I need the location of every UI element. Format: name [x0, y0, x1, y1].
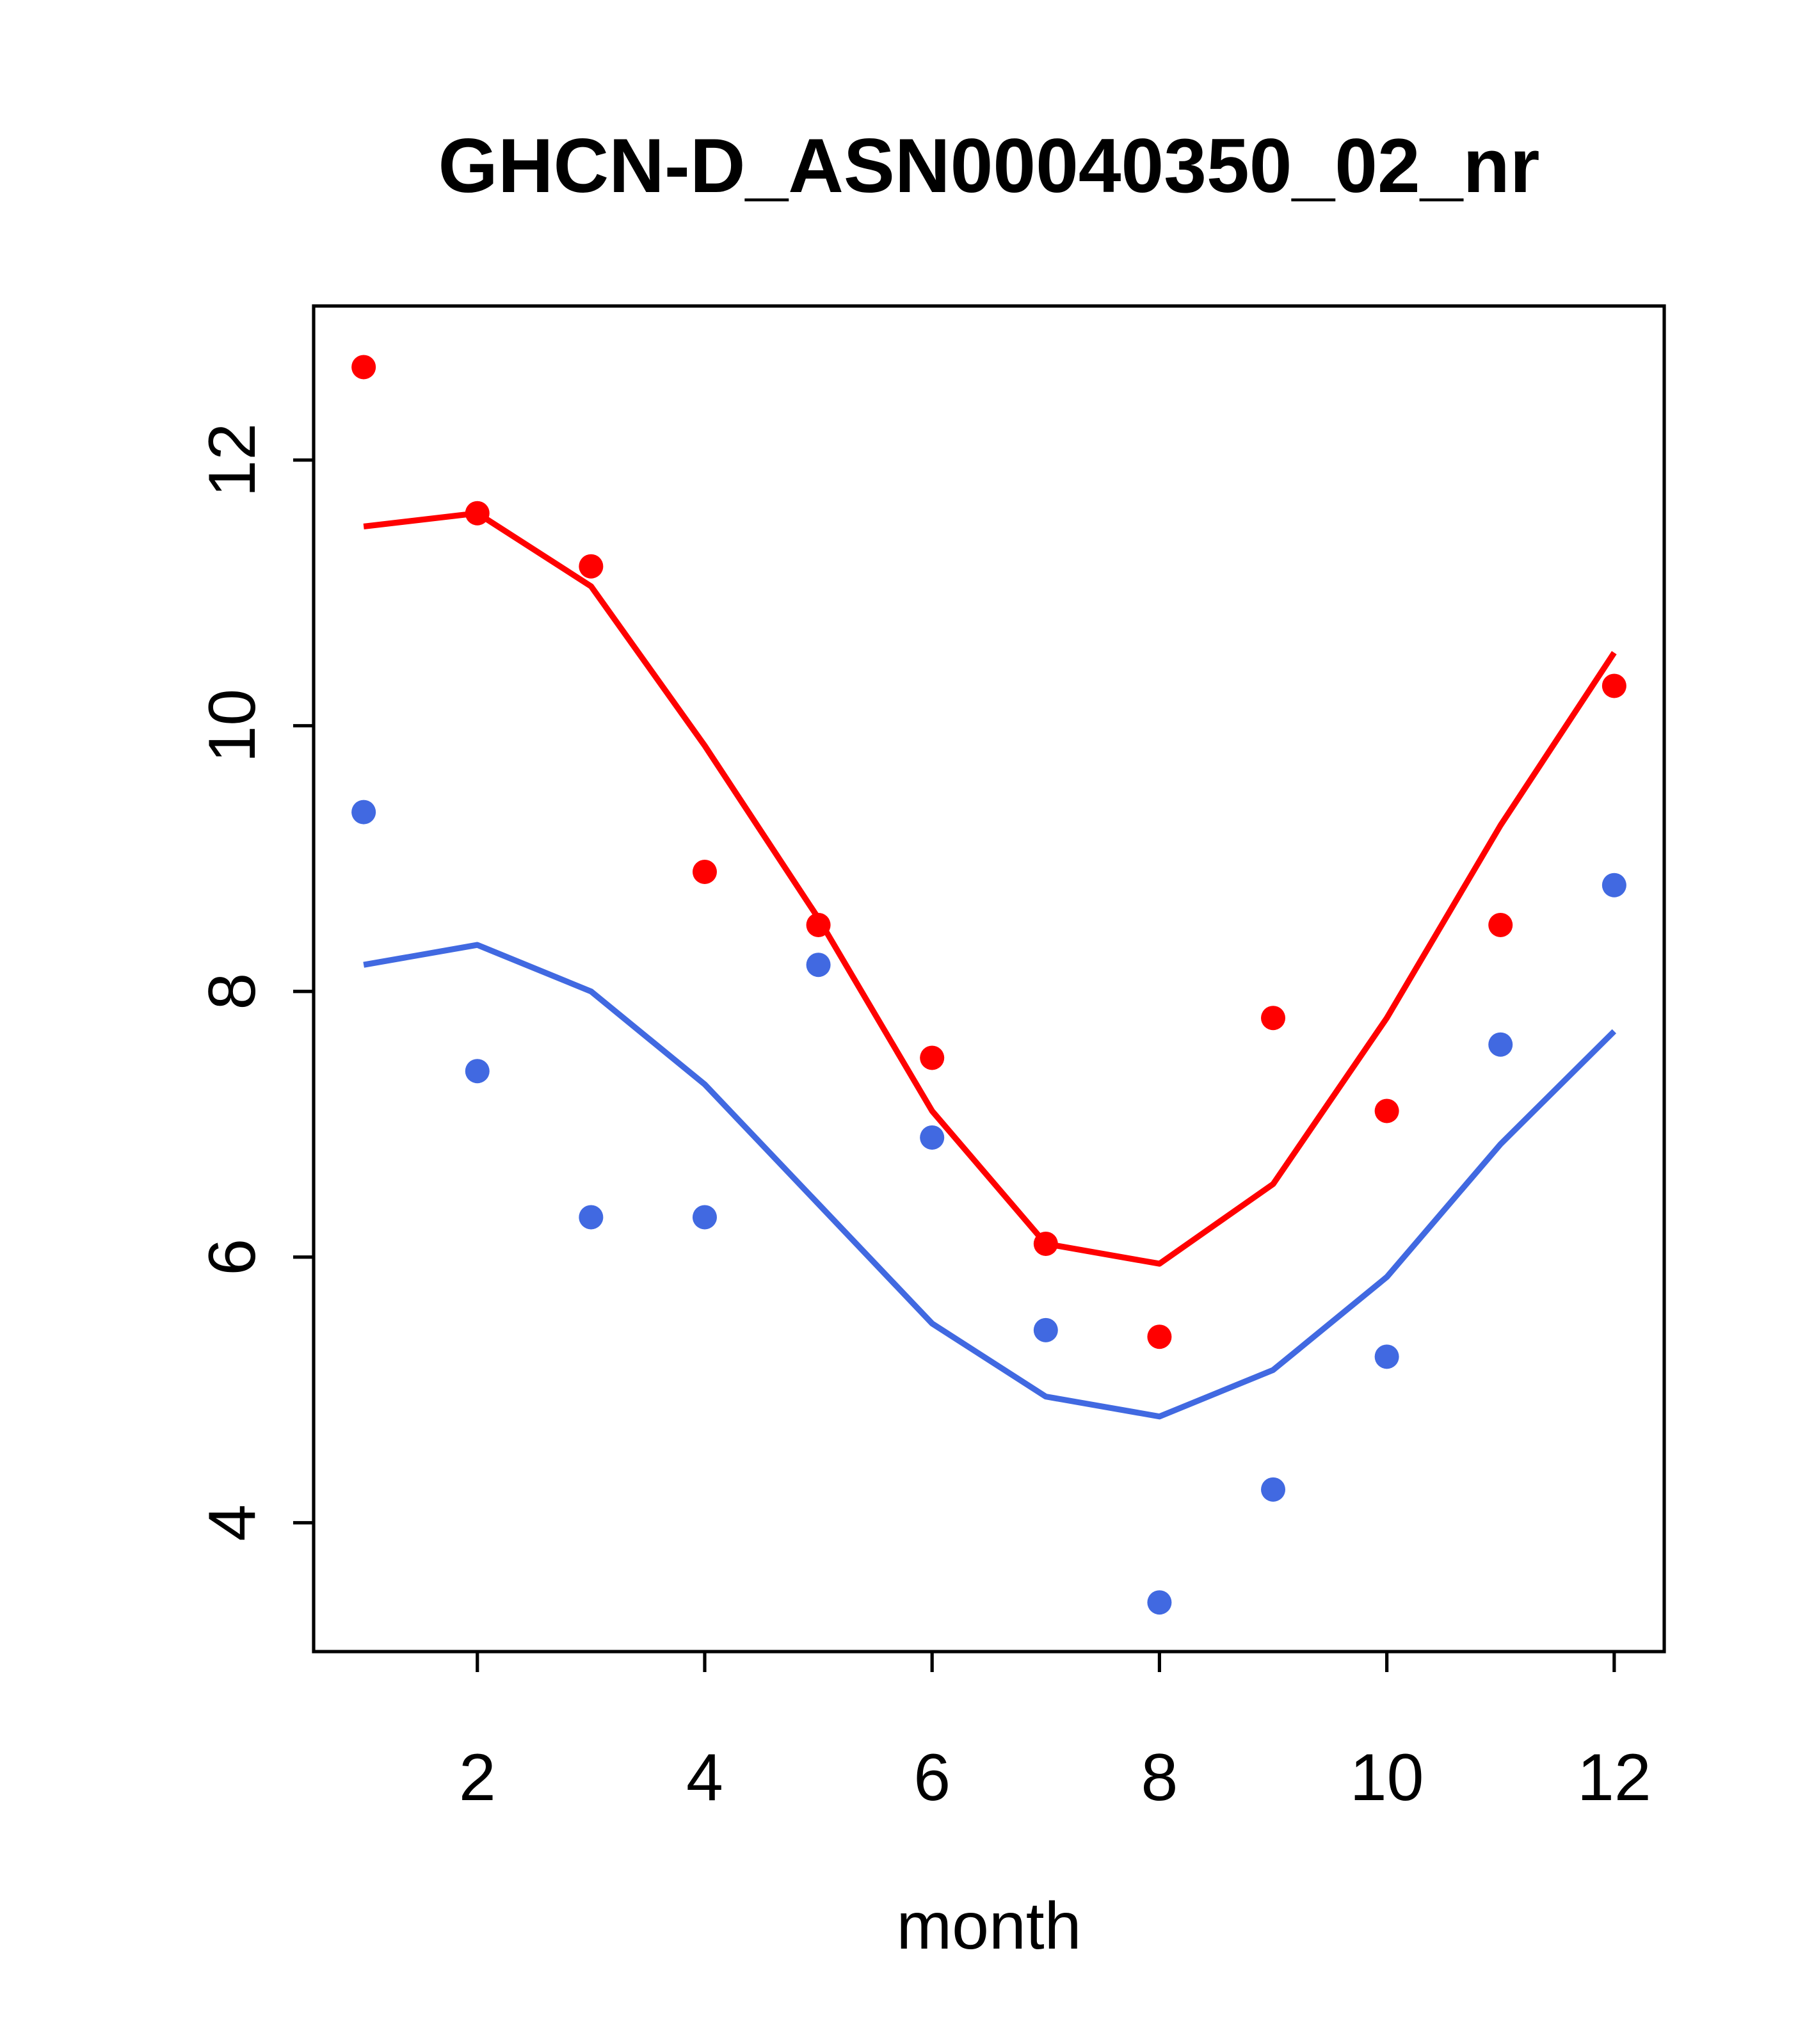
blue-point [692, 1205, 717, 1230]
x-tick-label: 12 [1577, 1741, 1651, 1815]
red-point [351, 355, 376, 380]
red-point [920, 1045, 945, 1070]
red-point [579, 554, 604, 579]
blue-point [1147, 1590, 1172, 1615]
blue-line [363, 942, 1617, 1420]
y-tick-label: 6 [195, 1239, 269, 1276]
red-point [692, 859, 717, 884]
red-point [1374, 1098, 1399, 1123]
blue-point [465, 1059, 490, 1084]
red-point [1261, 1006, 1286, 1031]
x-tick-label: 2 [459, 1741, 496, 1815]
blue-point [1488, 1032, 1513, 1057]
x-axis-label: month [896, 1889, 1081, 1963]
y-tick-label: 8 [195, 973, 269, 1010]
x-tick-label: 8 [1141, 1741, 1178, 1815]
x-tick-label: 10 [1350, 1741, 1424, 1815]
x-tick-label: 6 [913, 1741, 951, 1815]
red-point [1488, 912, 1513, 937]
blue-point [1374, 1344, 1399, 1369]
y-tick-label: 12 [195, 423, 269, 497]
plot-box [312, 304, 1666, 1654]
blue-point [1033, 1317, 1058, 1342]
red-point [465, 501, 490, 526]
y-tick-label: 10 [195, 689, 269, 763]
red-point [806, 912, 831, 937]
blue-point [806, 953, 831, 978]
y-tick-label: 4 [195, 1504, 269, 1541]
chart-title: GHCN-D_ASN00040350_02_nr [438, 123, 1540, 209]
blue-point [579, 1205, 604, 1230]
blue-point [1601, 873, 1626, 897]
red-point [1147, 1324, 1172, 1349]
blue-point [1261, 1477, 1286, 1502]
x-tick-label: 4 [686, 1741, 723, 1815]
red-line [363, 510, 1617, 1267]
blue-point [920, 1125, 945, 1150]
red-point [1601, 673, 1626, 698]
blue-point [351, 800, 376, 825]
red-point [1033, 1231, 1058, 1256]
